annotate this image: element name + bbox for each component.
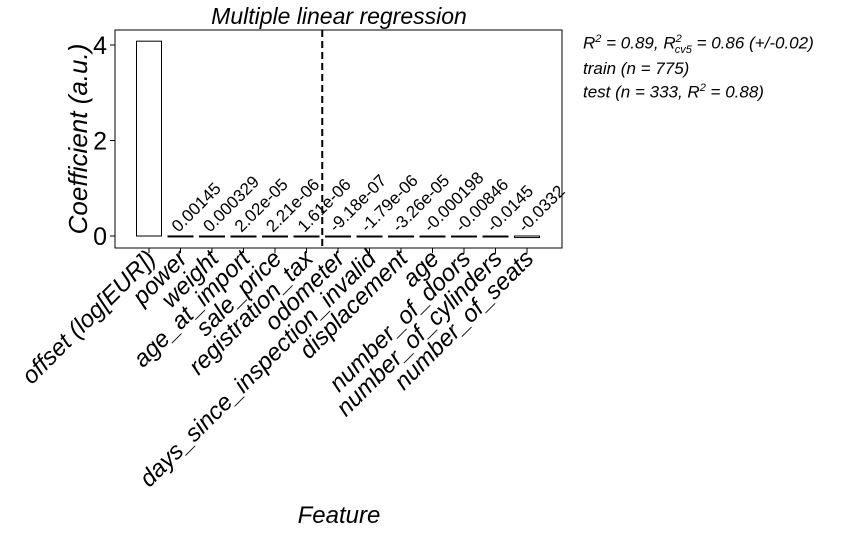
y-tick-label: 2 — [93, 128, 107, 156]
bar — [356, 235, 383, 238]
bar — [419, 235, 446, 238]
bar — [293, 235, 320, 238]
bar — [199, 235, 225, 238]
r2-annotation: R2 = 0.89, R2cv5 = 0.86 (+/-0.02) — [583, 33, 814, 57]
bar — [514, 235, 540, 239]
bar — [325, 235, 351, 238]
y-tick-label: 4 — [93, 32, 107, 60]
x-axis-label: Feature — [298, 502, 381, 529]
bar — [167, 235, 194, 238]
plot-area: 0.001450.0003292.02e-052.21e-061.61e-06-… — [17, 29, 569, 493]
train-annotation: train (n = 775) — [583, 59, 690, 78]
chart-title: Multiple linear regression — [211, 3, 467, 29]
bar — [451, 235, 477, 238]
bar — [136, 40, 162, 237]
y-tick-label: 0 — [93, 223, 107, 251]
bar — [230, 235, 257, 238]
x-tick-label: offset (log[EUR]) — [17, 245, 162, 390]
y-axis-label: Coefficient (a.u.) — [63, 44, 93, 235]
bar — [482, 235, 509, 238]
test-annotation: test (n = 333, R2 = 0.88) — [583, 82, 764, 102]
bar — [262, 235, 288, 238]
bar — [388, 235, 414, 238]
